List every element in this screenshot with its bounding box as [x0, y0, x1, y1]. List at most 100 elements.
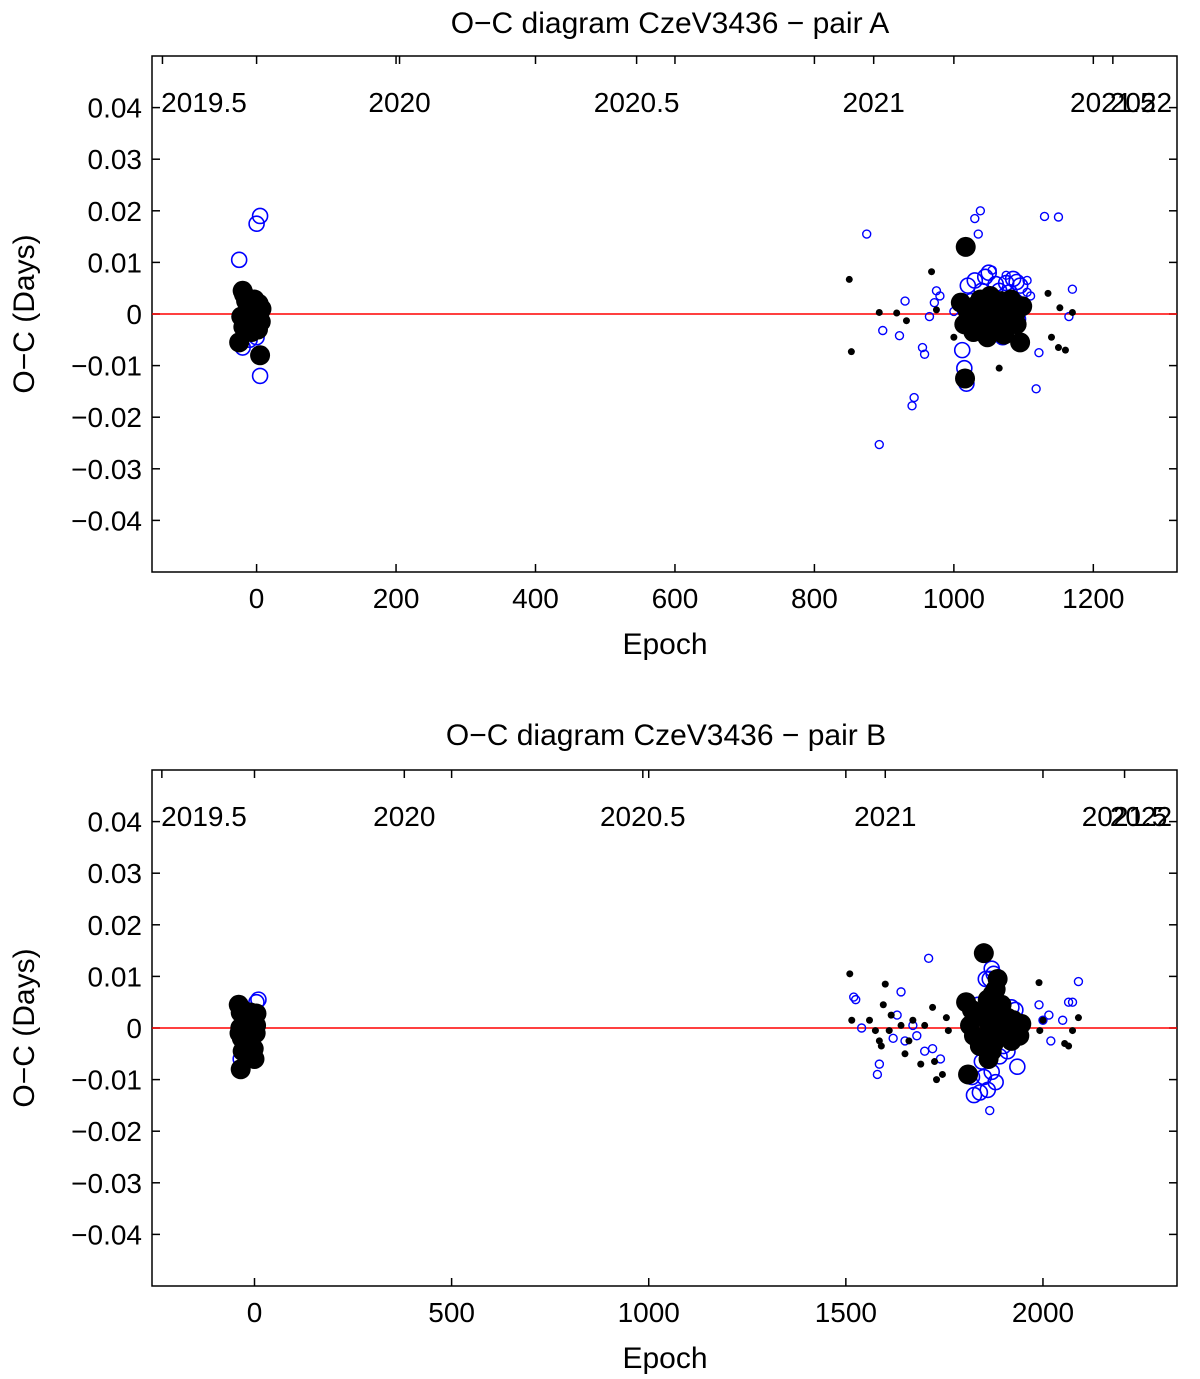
data-point-open-small [975, 206, 986, 216]
data-point-open-small [1038, 1015, 1048, 1025]
x-axis: 0 200 400 600 800 1000 1200 [249, 56, 1124, 614]
top-tick-label: 2022 [1110, 87, 1172, 118]
y-tick-label: 0.02 [88, 910, 143, 941]
data-point-open-small [919, 1046, 930, 1056]
top-tick-label: 2020.5 [594, 87, 680, 118]
y-tick-label: 0.03 [88, 144, 143, 175]
data-point-open-small [1063, 997, 1074, 1007]
y-tick-label: −0.03 [71, 454, 142, 485]
data-point-open-small [1067, 997, 1078, 1007]
data-point-open-small [985, 1105, 995, 1116]
data-point-open-small [872, 1069, 883, 1080]
data-point-filled-small [995, 364, 1003, 372]
y-axis-label: O−C (Days) [8, 234, 41, 393]
top-tick-label: 2020 [368, 87, 430, 118]
top-tick-label: 2021 [854, 801, 916, 832]
data-point-open-small [923, 953, 934, 964]
data-point-open-small [907, 401, 917, 411]
y-tick-label: −0.03 [71, 1168, 142, 1199]
x-axis-label: Epoch [622, 628, 707, 661]
data-point-filled-small [1044, 289, 1052, 297]
data-point-filled-small [1069, 1027, 1077, 1035]
data-point-filled-large [962, 999, 982, 1020]
x-tick-label: 1200 [1062, 583, 1124, 614]
data-point-filled-small [1074, 1014, 1082, 1022]
data-point-open-small [851, 994, 861, 1005]
data-point-filled-small [866, 1016, 873, 1024]
data-point-open-large [971, 1084, 989, 1101]
y-tick-label: −0.04 [71, 505, 142, 536]
data-point-filled-small [950, 333, 958, 341]
data-point-filled-small [929, 1003, 937, 1011]
data-point-filled-small [1039, 1016, 1047, 1024]
data-point-filled-small [879, 1001, 887, 1009]
data-point-open-large [987, 1073, 1004, 1091]
data-point-open-small [909, 392, 919, 403]
data-point-open-small [1039, 211, 1050, 222]
data-point-open-small [1053, 212, 1064, 222]
y-tick-label: −0.02 [71, 402, 142, 433]
y-tick-label: −0.04 [71, 1219, 142, 1250]
data-point-open-small [1046, 1036, 1056, 1046]
data-point-filled-small [1047, 333, 1055, 341]
data-points [228, 943, 1084, 1116]
data-point-filled-small [881, 980, 889, 988]
data-point-open-small [894, 330, 905, 341]
top-tick-label: 2020 [373, 801, 435, 832]
data-point-open-small [973, 229, 983, 239]
data-point-open-large [251, 207, 269, 225]
top-tick-label: 2020.5 [600, 801, 686, 832]
data-point-filled-small [893, 309, 901, 317]
data-point-open-small [862, 229, 872, 239]
data-point-filled-small [847, 348, 855, 356]
y-tick-label: 0 [126, 1013, 142, 1044]
y-tick-label: −0.02 [71, 1116, 142, 1147]
x-tick-label: 1500 [815, 1297, 877, 1328]
y-tick-label: 0.01 [88, 247, 143, 278]
data-point-open-large [230, 251, 248, 269]
data-point-filled-large [980, 285, 1001, 306]
top-tick-label: 2021.5 [1082, 801, 1168, 832]
data-point-filled-large [977, 327, 998, 348]
data-point-open-large [953, 341, 971, 359]
data-points [229, 206, 1078, 450]
data-point-filled-large [233, 316, 254, 337]
data-point-open-small [1073, 976, 1084, 987]
data-point-open-small [874, 439, 884, 450]
x-tick-label: 0 [249, 583, 265, 614]
data-point-filled-small [885, 1027, 893, 1035]
x-tick-label: 600 [652, 583, 699, 614]
y-tick-label: 0.04 [88, 93, 143, 124]
x-tick-label: 0 [247, 1297, 263, 1328]
data-point-filled-small [1068, 308, 1076, 316]
data-point-open-small [1034, 1000, 1044, 1010]
data-point-open-small [849, 992, 859, 1002]
top-tick-label: 2022 [1110, 801, 1172, 832]
data-point-open-small [929, 297, 940, 308]
data-point-filled-small [905, 1037, 913, 1045]
y-tick-label: 0.01 [88, 961, 143, 992]
y-tick-label: 0.03 [88, 858, 143, 889]
data-point-open-large [248, 215, 265, 232]
x-tick-label: 800 [791, 583, 838, 614]
data-point-open-small [924, 311, 935, 322]
data-point-open-small [888, 1033, 898, 1044]
data-point-open-large [1009, 1058, 1026, 1075]
data-point-filled-large [1007, 1020, 1028, 1041]
data-point-filled-large [966, 304, 987, 324]
data-point-filled-large [955, 368, 976, 389]
data-point-filled-small [897, 1021, 905, 1029]
data-point-filled-small [933, 1076, 941, 1084]
data-point-filled-small [848, 1016, 856, 1024]
x-tick-label: 2000 [1012, 1297, 1074, 1328]
top-tick-label: 2019.5 [161, 87, 247, 118]
data-point-filled-large [973, 943, 994, 964]
data-point-filled-small [931, 1058, 939, 1066]
data-point-filled-large [250, 345, 271, 366]
top-tick-label: 2019.5 [161, 801, 247, 832]
chart-pair-b: O−C diagram CzeV3436 − pair B 2019.5 2020… [8, 719, 1178, 1375]
data-point-open-small [1031, 384, 1041, 394]
